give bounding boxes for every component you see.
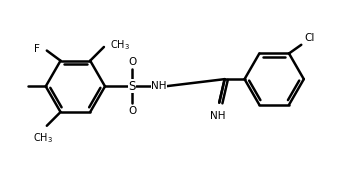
Text: NH: NH bbox=[210, 111, 225, 121]
Text: O: O bbox=[128, 57, 136, 67]
Text: NH: NH bbox=[151, 81, 167, 91]
Text: CH$_3$: CH$_3$ bbox=[110, 38, 130, 52]
Text: CH$_3$: CH$_3$ bbox=[33, 131, 53, 145]
Text: S: S bbox=[128, 80, 136, 93]
Text: F: F bbox=[35, 44, 40, 54]
Text: Cl: Cl bbox=[304, 33, 315, 43]
Text: O: O bbox=[128, 106, 136, 116]
